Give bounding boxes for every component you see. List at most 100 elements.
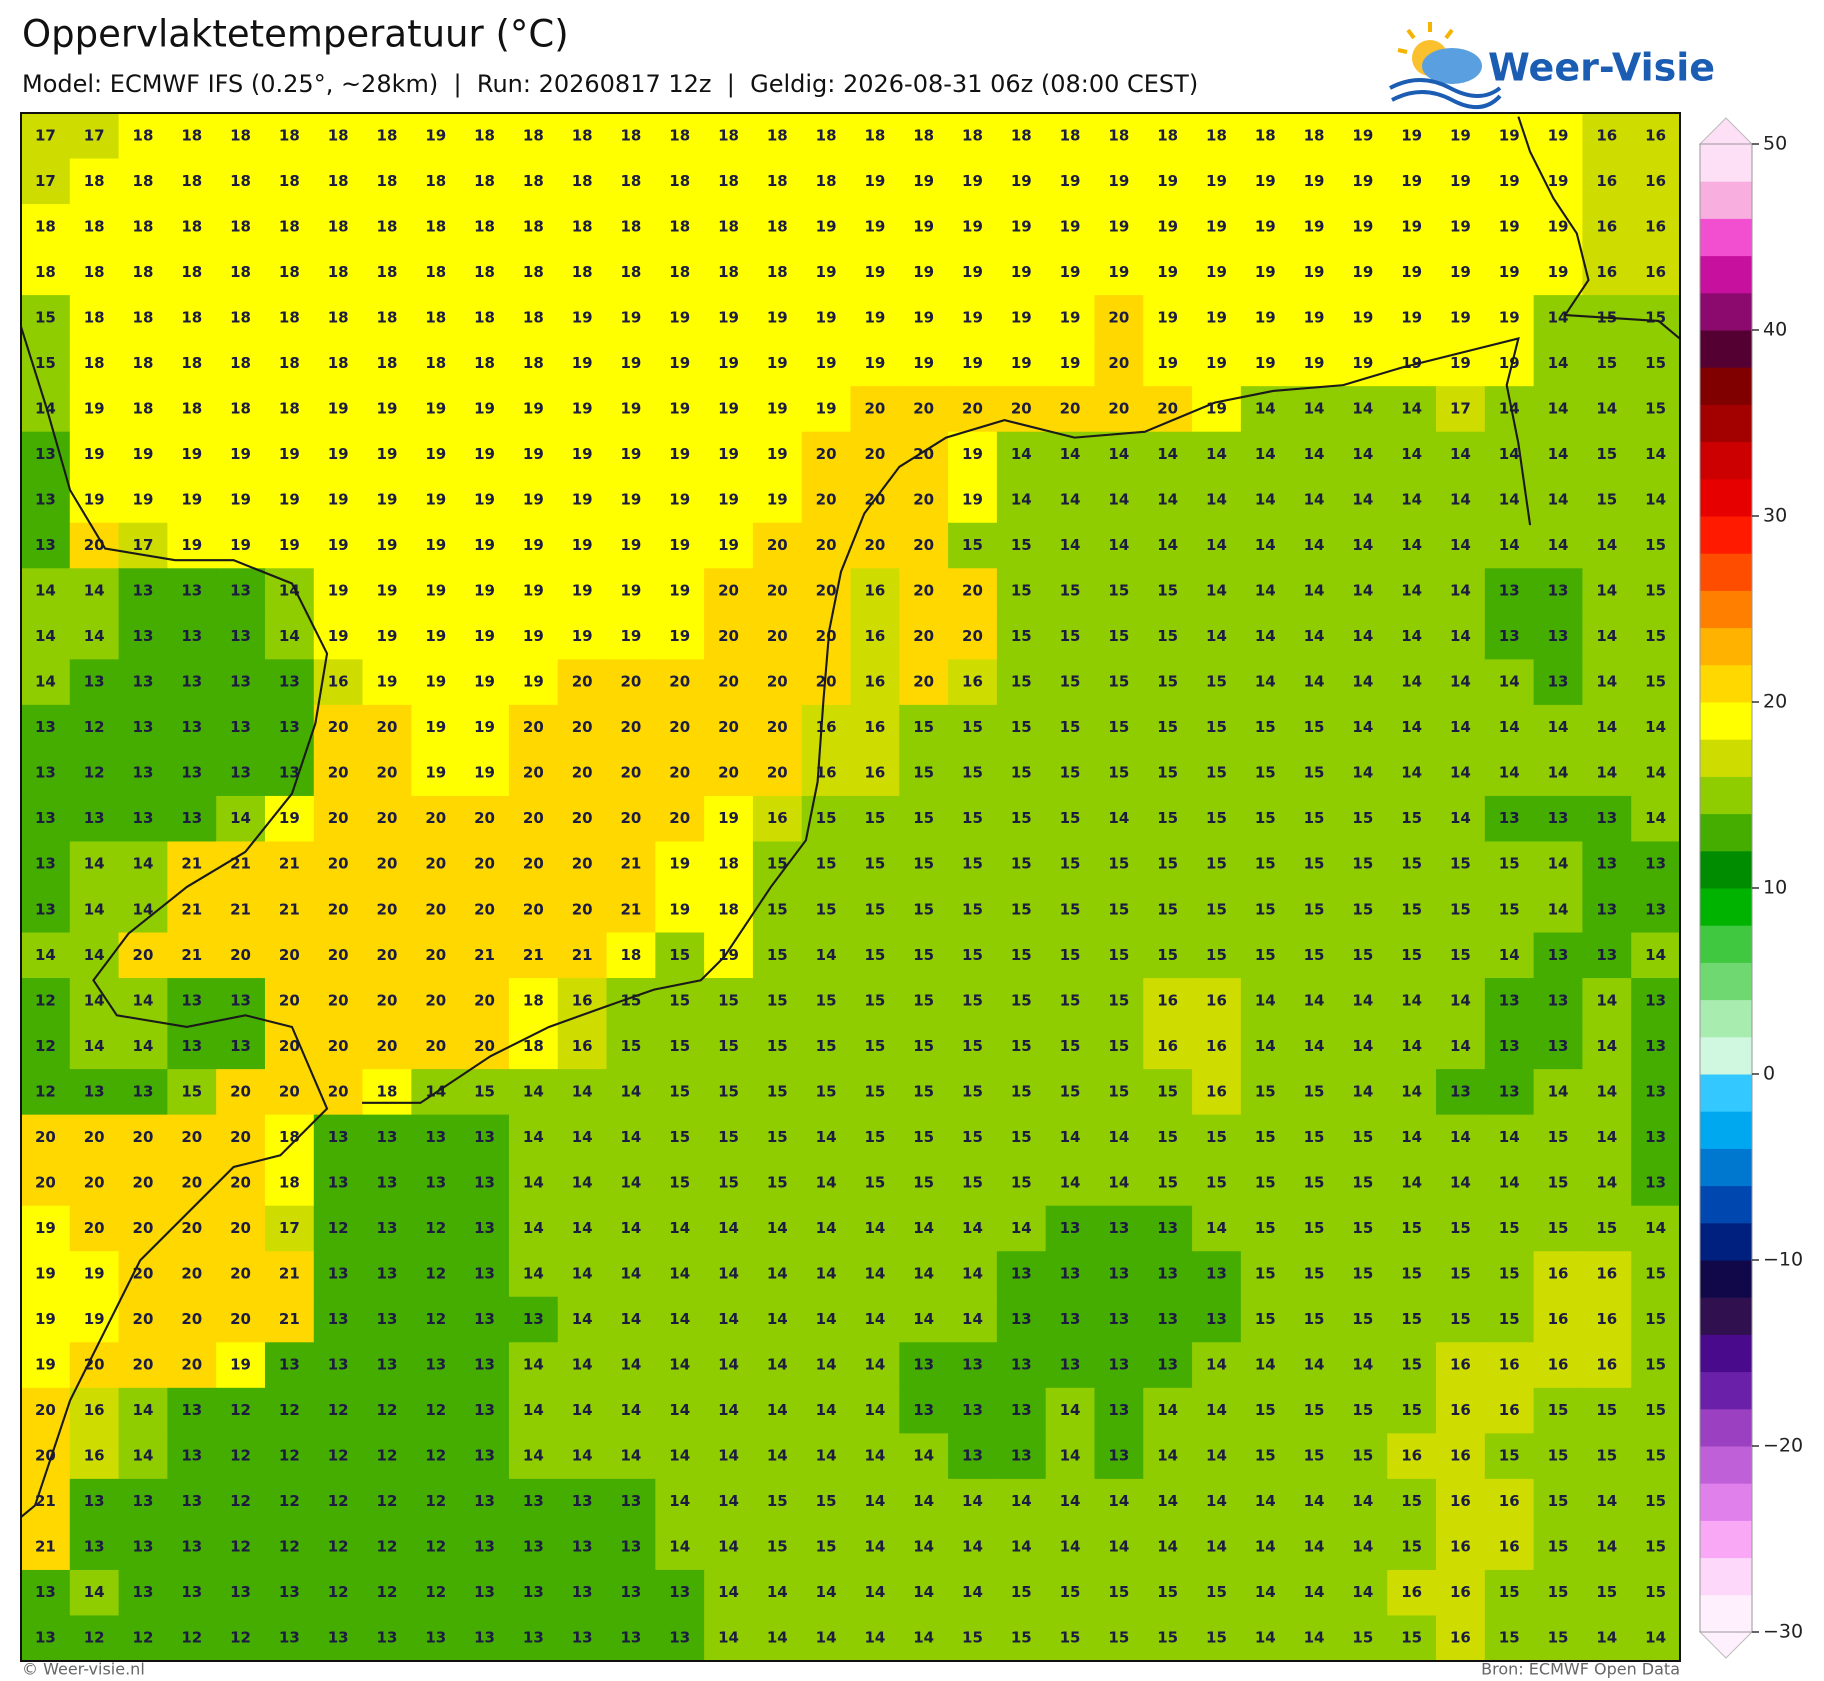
temperature-label: 13 bbox=[181, 673, 202, 691]
temperature-cell bbox=[1143, 750, 1193, 797]
temperature-cell bbox=[21, 477, 71, 524]
temperature-label: 13 bbox=[84, 673, 105, 691]
temperature-label: 15 bbox=[1108, 718, 1129, 736]
temperature-label: 14 bbox=[523, 1128, 544, 1146]
temperature-label: 19 bbox=[1157, 217, 1178, 235]
temperature-cell bbox=[606, 704, 656, 752]
temperature-cell bbox=[508, 1069, 559, 1116]
colorbar-segment bbox=[1700, 1446, 1752, 1484]
temperature-label: 21 bbox=[279, 900, 300, 918]
temperature-label: 12 bbox=[328, 1219, 349, 1237]
temperature-label: 15 bbox=[1255, 1082, 1276, 1100]
temperature-label: 14 bbox=[1157, 1538, 1178, 1556]
temperature-label: 19 bbox=[523, 399, 544, 417]
temperature-label: 19 bbox=[35, 1265, 56, 1283]
temperature-label: 14 bbox=[1206, 582, 1227, 600]
logo-waves bbox=[1389, 78, 1502, 109]
temperature-cell bbox=[1240, 887, 1291, 934]
temperature-cell bbox=[460, 704, 510, 752]
temperature-cell bbox=[752, 932, 803, 979]
temperature-cell bbox=[21, 1524, 71, 1571]
temperature-cell bbox=[557, 978, 608, 1025]
temperature-cell bbox=[1045, 568, 1096, 615]
temperature-label: 15 bbox=[1108, 1629, 1129, 1647]
temperature-label: 15 bbox=[1157, 673, 1178, 691]
temperature-cell bbox=[264, 1569, 315, 1617]
temperature-cell bbox=[948, 978, 998, 1025]
temperature-cell bbox=[1582, 1524, 1632, 1571]
temperature-label: 14 bbox=[1255, 1583, 1276, 1601]
temperature-cell bbox=[313, 613, 364, 660]
temperature-label: 15 bbox=[1352, 1629, 1373, 1647]
temperature-cell bbox=[996, 613, 1047, 660]
temperature-label: 18 bbox=[279, 217, 300, 235]
temperature-label: 14 bbox=[962, 1219, 983, 1237]
temperature-label: 15 bbox=[816, 1037, 837, 1055]
temperature-label: 19 bbox=[572, 627, 593, 645]
temperature-label: 14 bbox=[962, 1538, 983, 1556]
temperature-label: 19 bbox=[718, 445, 739, 463]
temperature-cell bbox=[704, 841, 754, 888]
temperature-cell bbox=[1192, 1160, 1242, 1207]
colorbar-segment bbox=[1700, 1483, 1752, 1521]
temperature-cell bbox=[216, 113, 266, 160]
temperature-cell bbox=[850, 704, 900, 752]
temperature-cell bbox=[655, 659, 705, 706]
temperature-label: 19 bbox=[620, 491, 641, 509]
temperature-label: 19 bbox=[669, 855, 690, 873]
temperature-cell bbox=[1436, 613, 1486, 660]
temperature-label: 15 bbox=[1645, 399, 1666, 417]
temperature-cell bbox=[1192, 1569, 1242, 1617]
temperature-label: 20 bbox=[572, 718, 593, 736]
temperature-cell bbox=[996, 1615, 1047, 1662]
temperature-label: 13 bbox=[1548, 946, 1569, 964]
temperature-label: 20 bbox=[913, 627, 934, 645]
temperature-cell bbox=[1484, 1342, 1535, 1389]
temperature-label: 16 bbox=[1548, 1310, 1569, 1328]
temperature-label: 13 bbox=[1499, 627, 1520, 645]
temperature-label: 15 bbox=[669, 1037, 690, 1055]
temperature-cell bbox=[1192, 522, 1242, 569]
colorbar-tick-label: 0 bbox=[1763, 1063, 1775, 1085]
temperature-label: 15 bbox=[962, 809, 983, 827]
temperature-cell bbox=[704, 795, 754, 843]
temperature-cell bbox=[313, 887, 364, 934]
temperature-label: 21 bbox=[35, 1538, 56, 1556]
temperature-cell bbox=[948, 932, 998, 979]
temperature-cell bbox=[1094, 659, 1144, 706]
temperature-label: 20 bbox=[35, 1401, 56, 1419]
temperature-label: 15 bbox=[1108, 991, 1129, 1009]
temperature-cell bbox=[1094, 1433, 1144, 1480]
temperature-cell bbox=[118, 1023, 168, 1070]
colorbar-segment bbox=[1700, 367, 1752, 405]
temperature-cell bbox=[1631, 477, 1681, 524]
temperature-label: 20 bbox=[425, 900, 446, 918]
temperature-cell bbox=[167, 1569, 217, 1617]
temperature-cell bbox=[1387, 1342, 1437, 1389]
temperature-cell bbox=[118, 1114, 168, 1161]
temperature-label: 19 bbox=[864, 263, 885, 281]
temperature-label: 13 bbox=[913, 1401, 934, 1419]
temperature-cell bbox=[801, 477, 852, 524]
temperature-label: 21 bbox=[279, 1310, 300, 1328]
temperature-cell bbox=[1436, 431, 1486, 478]
temperature-label: 18 bbox=[279, 172, 300, 190]
temperature-label: 14 bbox=[864, 1310, 885, 1328]
temperature-label: 18 bbox=[133, 126, 154, 144]
temperature-label: 14 bbox=[718, 1310, 739, 1328]
temperature-cell bbox=[167, 386, 217, 433]
temperature-label: 14 bbox=[1206, 536, 1227, 554]
temperature-label: 20 bbox=[718, 673, 739, 691]
temperature-label: 20 bbox=[181, 1219, 202, 1237]
temperature-cell bbox=[1533, 1160, 1584, 1207]
temperature-cell bbox=[606, 887, 656, 934]
temperature-label: 19 bbox=[572, 354, 593, 372]
temperature-label: 14 bbox=[1450, 1173, 1471, 1191]
temperature-label: 15 bbox=[962, 718, 983, 736]
temperature-cell bbox=[1484, 1296, 1535, 1343]
temperature-cell bbox=[704, 659, 754, 706]
temperature-label: 15 bbox=[1157, 582, 1178, 600]
temperature-cell bbox=[69, 340, 120, 387]
coastline bbox=[20, 326, 329, 1518]
temperature-cell bbox=[1143, 978, 1193, 1025]
